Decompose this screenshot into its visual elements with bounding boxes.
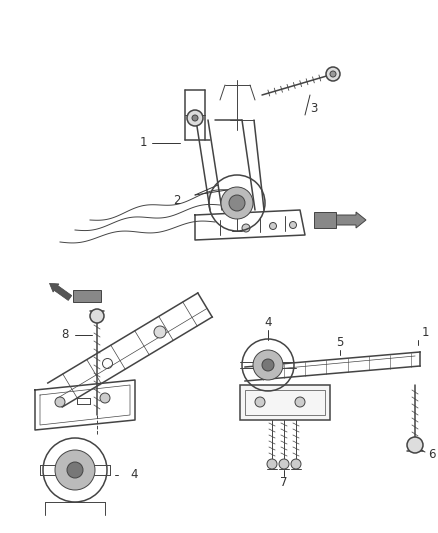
Circle shape [100, 393, 110, 403]
FancyArrow shape [49, 284, 72, 301]
Circle shape [407, 437, 423, 453]
Text: 1: 1 [422, 327, 430, 340]
Circle shape [290, 222, 297, 229]
Circle shape [229, 195, 245, 211]
Circle shape [279, 459, 289, 469]
Text: 1: 1 [139, 136, 147, 149]
Circle shape [221, 187, 253, 219]
Circle shape [55, 397, 65, 407]
Circle shape [67, 462, 83, 478]
Circle shape [330, 71, 336, 77]
Bar [245, 390, 325, 415]
Circle shape [295, 397, 305, 407]
Circle shape [187, 110, 203, 126]
Circle shape [242, 224, 250, 232]
Bar [314, 212, 336, 228]
Circle shape [262, 359, 274, 371]
Circle shape [291, 459, 301, 469]
Circle shape [267, 459, 277, 469]
Circle shape [55, 450, 95, 490]
Text: 4: 4 [264, 317, 272, 329]
Text: 4: 4 [130, 469, 138, 481]
Text: 6: 6 [428, 448, 435, 462]
Text: 7: 7 [280, 477, 288, 489]
Circle shape [154, 326, 166, 338]
Circle shape [269, 222, 276, 230]
Text: 3: 3 [310, 101, 318, 115]
FancyArrow shape [336, 212, 366, 228]
Circle shape [192, 115, 198, 121]
Circle shape [253, 350, 283, 380]
Text: 2: 2 [173, 193, 181, 206]
Circle shape [326, 67, 340, 81]
Text: 8: 8 [61, 328, 69, 342]
Circle shape [90, 309, 104, 323]
Bar [240, 385, 330, 420]
Bar [73, 290, 101, 302]
Circle shape [255, 397, 265, 407]
Text: 5: 5 [336, 336, 344, 350]
